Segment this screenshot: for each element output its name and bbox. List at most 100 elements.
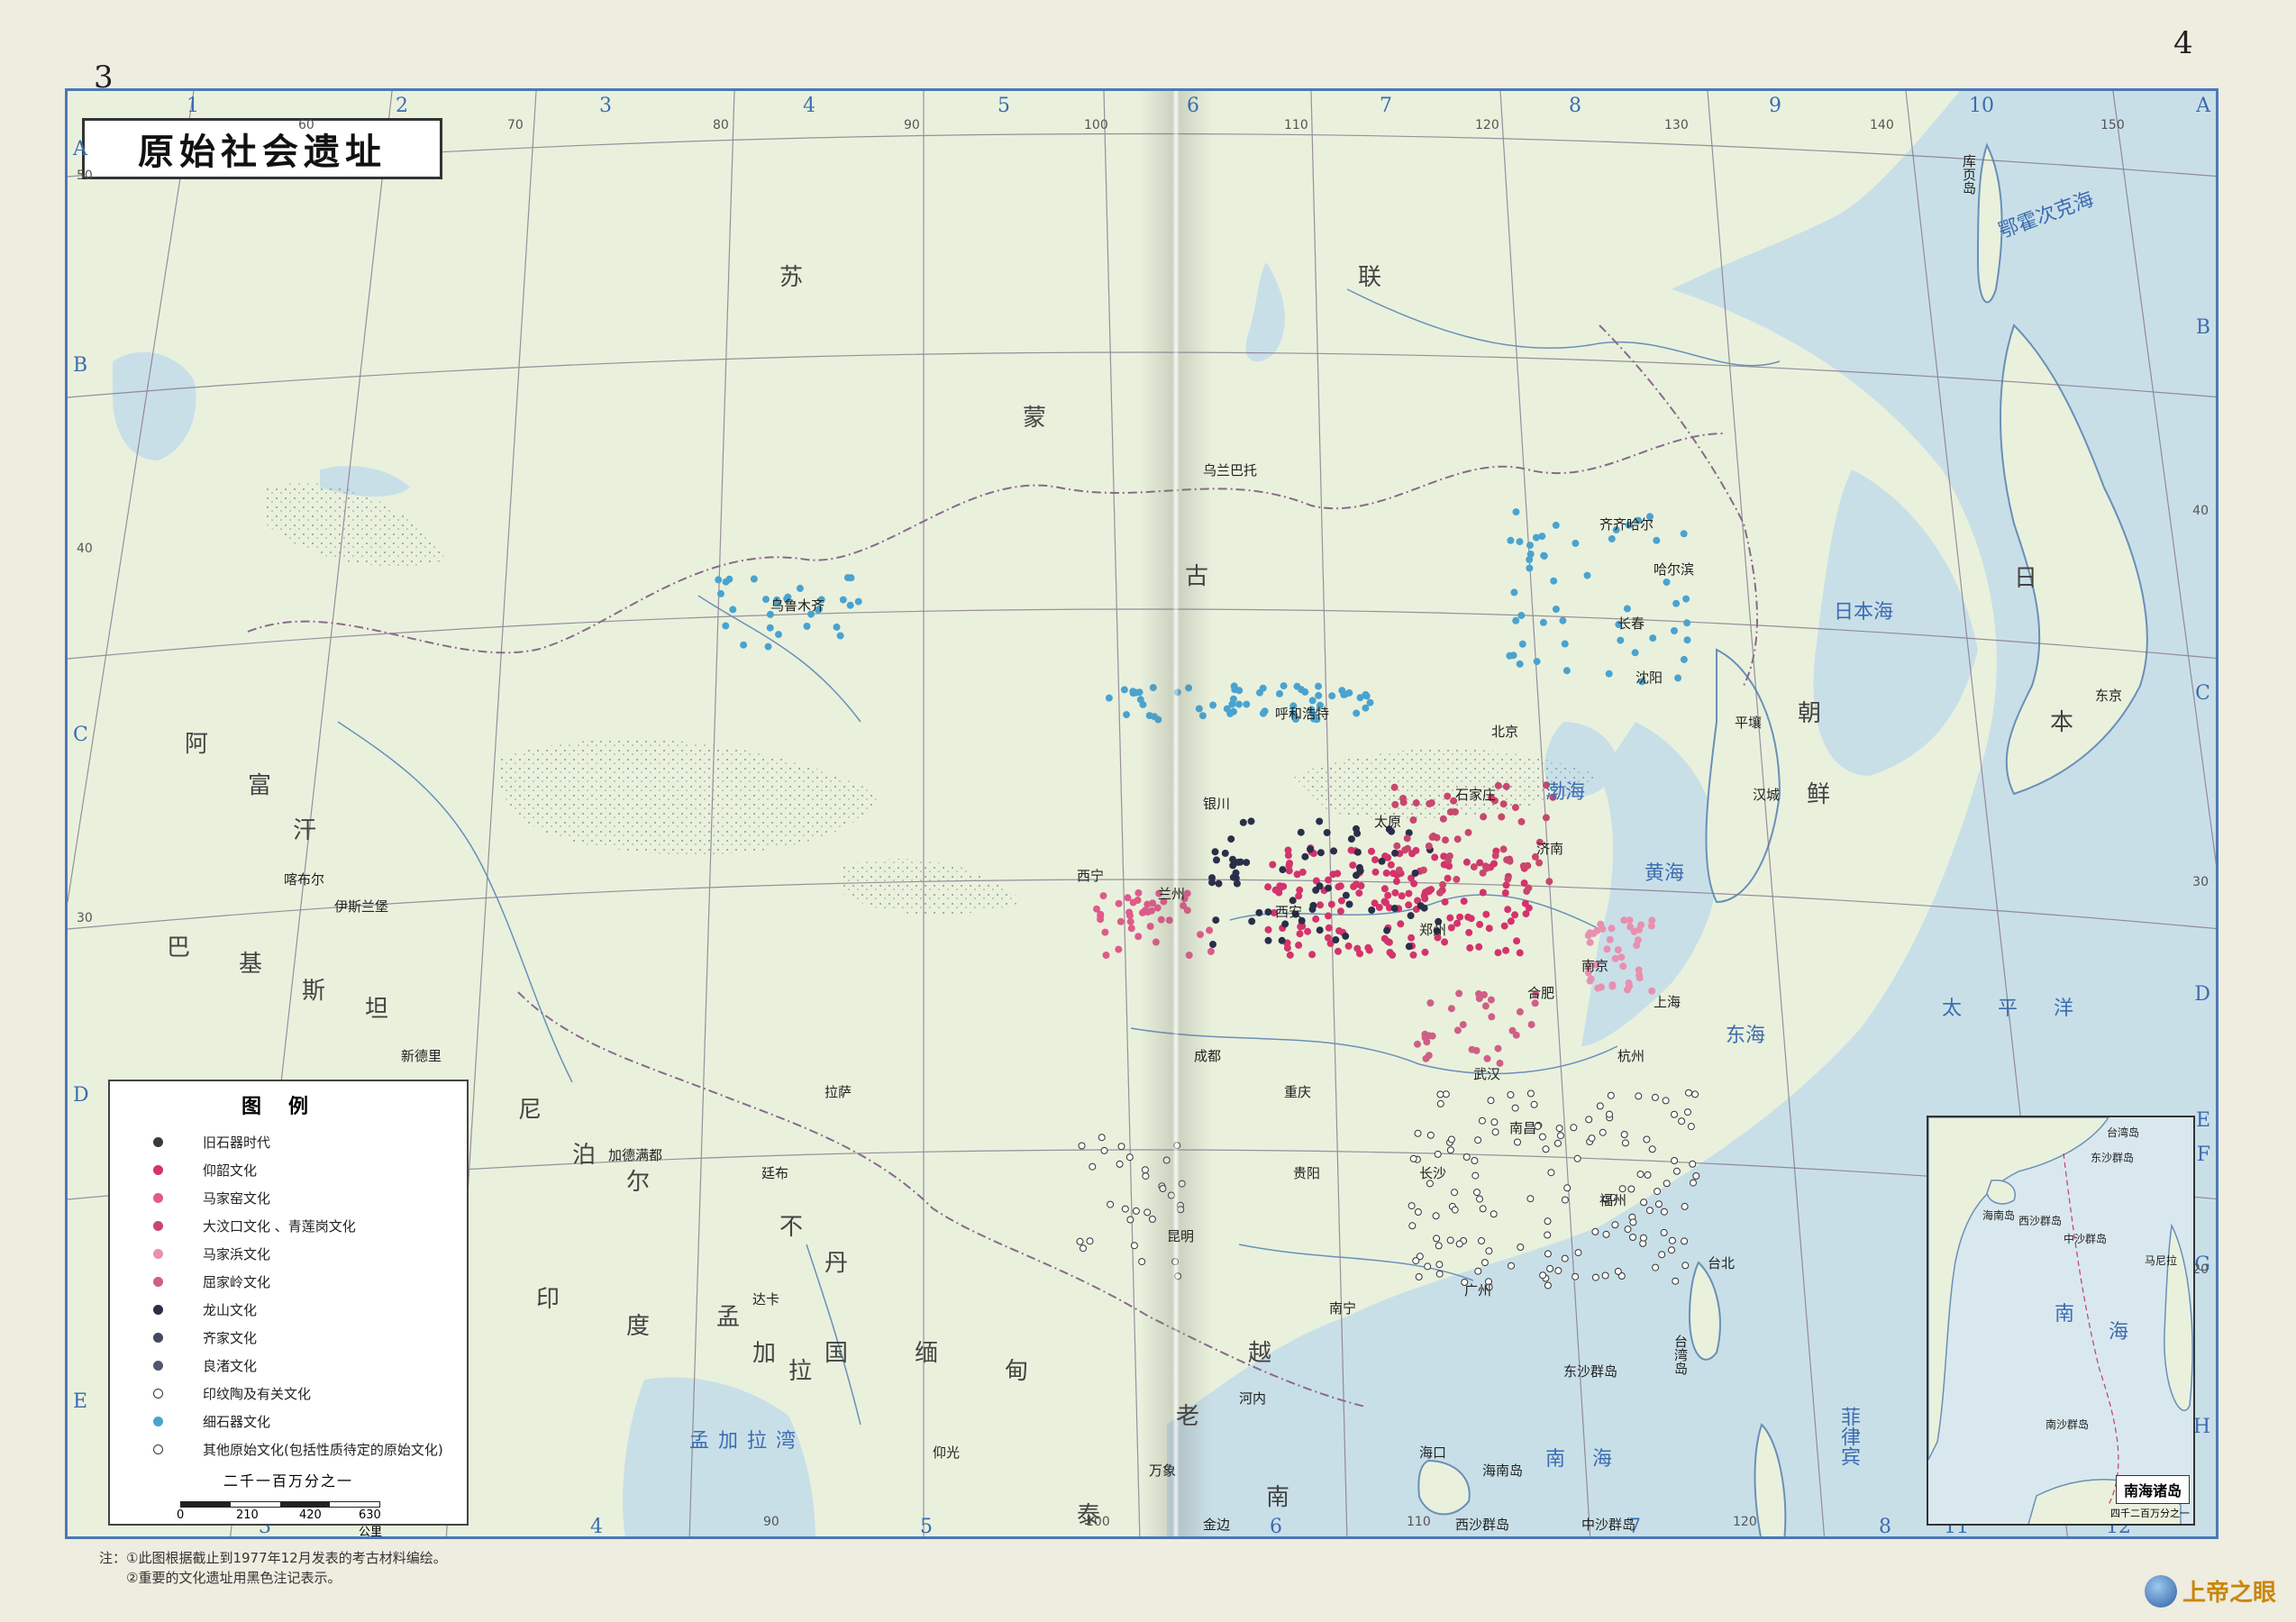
south-sea-inset: 台湾岛 东沙群岛 西沙群岛 中沙群岛 南沙群岛 海南岛 南 海 马尼拉 南海诸岛… xyxy=(1927,1116,2195,1526)
site-marker xyxy=(1532,533,1540,542)
site-marker xyxy=(1534,1122,1542,1130)
inset-scale: 四千二百万分之一 xyxy=(2110,1508,2190,1519)
site-marker xyxy=(1479,869,1487,877)
site-marker xyxy=(1239,818,1247,826)
site-marker xyxy=(1315,691,1323,699)
site-marker xyxy=(1130,1242,1138,1250)
site-markers xyxy=(715,508,1700,1291)
site-marker xyxy=(1663,1180,1671,1188)
site-marker xyxy=(1461,1279,1469,1286)
inset-label-hai: 海 xyxy=(2109,1321,2129,1344)
label-country-14: 缅 xyxy=(915,1340,943,1367)
label-city-hefei: 合肥 xyxy=(1527,985,1555,1001)
site-marker xyxy=(1421,948,1429,956)
site-marker xyxy=(1353,848,1362,856)
site-marker xyxy=(1264,883,1272,891)
site-marker xyxy=(1325,884,1333,892)
site-marker xyxy=(1310,715,1317,723)
lon-70: 70 xyxy=(507,118,524,132)
site-marker xyxy=(1355,889,1363,898)
label-city-chongqing: 重庆 xyxy=(1284,1084,1312,1100)
lat-right-40: 40 xyxy=(2192,504,2209,518)
site-marker xyxy=(1408,874,1415,882)
site-marker xyxy=(1671,627,1678,634)
site-marker xyxy=(1107,1200,1115,1208)
site-marker xyxy=(1132,1207,1140,1215)
site-marker xyxy=(1439,815,1447,823)
legend-row: 齐家文化 xyxy=(126,1324,451,1352)
site-marker xyxy=(1507,536,1515,544)
site-marker xyxy=(1481,1259,1489,1267)
site-marker xyxy=(1408,850,1417,858)
site-marker xyxy=(1291,910,1299,918)
site-marker xyxy=(1606,935,1614,943)
site-marker xyxy=(1592,961,1600,969)
site-marker xyxy=(1511,1104,1519,1112)
label-sea-bengal: 孟加拉湾 xyxy=(689,1430,806,1453)
site-marker xyxy=(1315,682,1322,690)
site-marker xyxy=(773,596,781,604)
site-marker xyxy=(1476,920,1484,928)
site-marker xyxy=(1444,874,1452,882)
site-marker xyxy=(1611,1221,1619,1229)
site-marker xyxy=(1464,828,1472,836)
site-marker xyxy=(1516,538,1524,546)
site-marker xyxy=(803,623,811,630)
site-marker xyxy=(1344,942,1353,950)
site-marker xyxy=(1517,817,1526,825)
legend-row: 屈家岭文化 xyxy=(126,1268,451,1296)
site-marker xyxy=(1371,856,1379,864)
site-marker xyxy=(1672,1277,1680,1285)
site-marker xyxy=(1285,867,1293,875)
site-marker xyxy=(1099,892,1107,900)
site-marker xyxy=(1295,892,1303,900)
site-marker xyxy=(1462,858,1471,866)
legend-symbol-icon xyxy=(153,1305,163,1315)
legend-symbol-icon xyxy=(153,1249,163,1259)
label-country-31: 拉 xyxy=(788,1358,816,1385)
site-marker xyxy=(1390,783,1399,791)
label-country-15: 甸 xyxy=(1005,1358,1033,1385)
legend-row: 细石器文化 xyxy=(126,1408,451,1435)
site-marker xyxy=(1447,1135,1455,1144)
site-marker xyxy=(1596,1102,1604,1110)
lon-60: 60 xyxy=(298,118,314,132)
site-marker xyxy=(1535,838,1544,846)
inset-label-taiwan: 台湾岛 xyxy=(2107,1126,2140,1139)
label-city-hangzhou: 杭州 xyxy=(1617,1048,1645,1064)
site-marker xyxy=(1516,660,1524,668)
site-marker xyxy=(1603,945,1611,953)
site-marker xyxy=(1584,969,1592,977)
site-marker xyxy=(1323,829,1331,836)
site-marker xyxy=(717,589,724,597)
site-marker xyxy=(1516,949,1524,957)
site-marker xyxy=(1264,925,1272,934)
site-marker xyxy=(1212,916,1220,925)
site-marker xyxy=(1635,1092,1643,1100)
label-city-haikou: 海口 xyxy=(1419,1444,1447,1461)
label-country-20: 日 xyxy=(2014,565,2042,592)
legend-row: 良渚文化 xyxy=(126,1352,451,1380)
legend-row: 仰韶文化 xyxy=(126,1156,451,1184)
site-marker xyxy=(1608,982,1617,990)
site-marker xyxy=(1481,1002,1490,1010)
label-island-hainan: 海南岛 xyxy=(1482,1463,1524,1479)
site-marker xyxy=(1426,1131,1435,1139)
site-marker xyxy=(1518,640,1526,648)
legend-symbol-icon xyxy=(153,1444,163,1454)
site-marker xyxy=(1229,873,1237,881)
inset-label-manila: 马尼拉 xyxy=(2145,1254,2178,1267)
site-marker xyxy=(764,642,772,651)
site-marker xyxy=(1301,852,1309,861)
site-marker xyxy=(1345,900,1353,908)
desert-areas xyxy=(266,482,1599,915)
site-marker xyxy=(1633,942,1641,950)
site-marker xyxy=(1115,945,1123,953)
site-marker xyxy=(1653,536,1661,544)
site-marker xyxy=(1395,866,1403,874)
site-marker xyxy=(1608,535,1616,542)
site-marker xyxy=(1213,856,1220,864)
inset-title: 南海诸岛 xyxy=(2115,1475,2190,1504)
site-marker xyxy=(1409,1154,1417,1162)
site-marker xyxy=(1481,990,1488,998)
